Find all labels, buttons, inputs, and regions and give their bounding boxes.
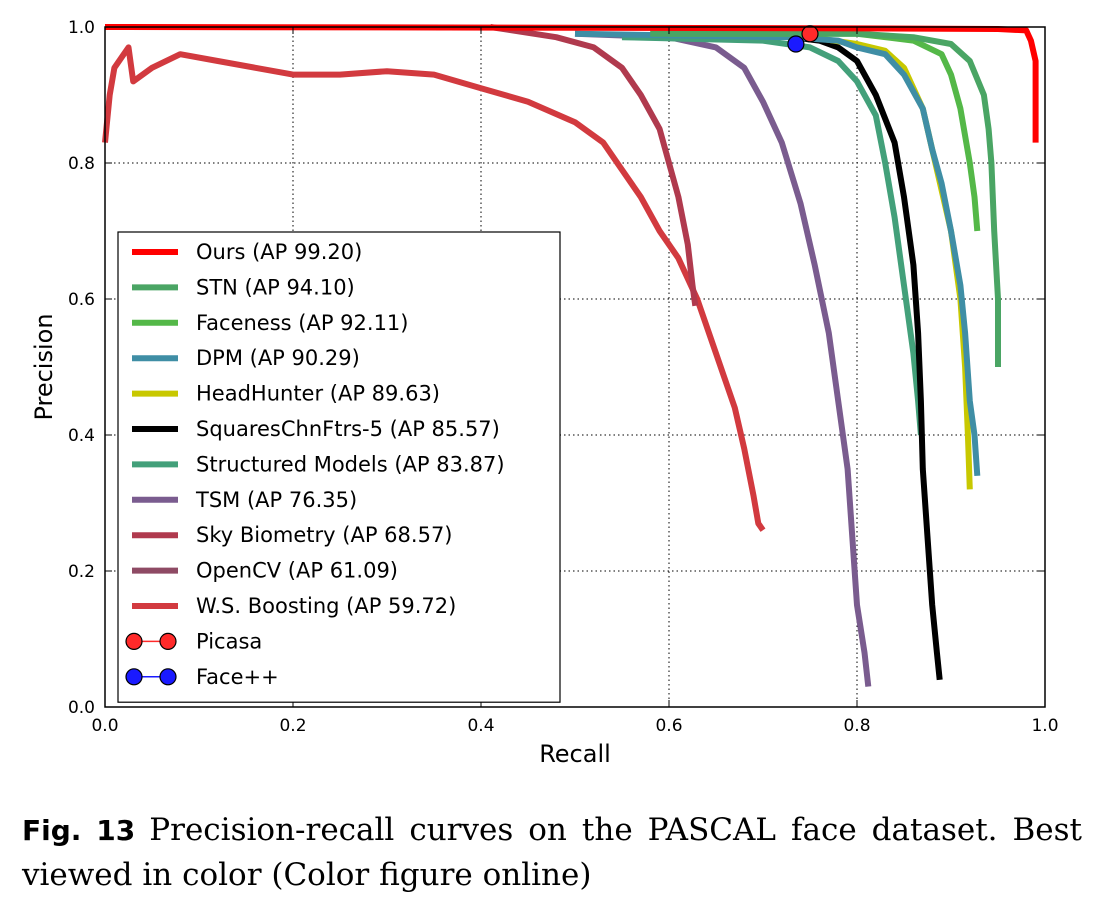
y-tick-label: 0.6 bbox=[68, 290, 95, 310]
figure-caption: Fig. 13 Precision-recall curves on the PA… bbox=[22, 808, 1082, 897]
series-line bbox=[574, 30, 872, 687]
legend-label: Faceness (AP 92.11) bbox=[196, 311, 408, 335]
legend-marker-point bbox=[125, 632, 143, 651]
x-tick-label: 0.0 bbox=[91, 716, 118, 736]
legend-label: DPM (AP 90.29) bbox=[196, 346, 360, 370]
series-line bbox=[102, 44, 766, 532]
y-tick-label: 0.0 bbox=[68, 698, 95, 718]
legend-label: Structured Models (AP 83.87) bbox=[196, 452, 505, 476]
y-tick-label: 1.0 bbox=[68, 18, 95, 38]
legend: Ours (AP 99.20) STN (AP 94.10) Faceness (A… bbox=[117, 231, 561, 703]
legend-marker-point bbox=[159, 632, 177, 651]
marker-point bbox=[801, 25, 819, 43]
legend-label: STN (AP 94.10) bbox=[196, 275, 355, 299]
x-tick-label: 1.0 bbox=[1031, 716, 1058, 736]
marker-point bbox=[787, 35, 805, 53]
figure-number: Fig. 13 bbox=[22, 814, 136, 847]
series-line bbox=[574, 30, 981, 477]
curves bbox=[102, 24, 1039, 687]
point-markers bbox=[787, 25, 819, 53]
legend-label: OpenCV (AP 61.09) bbox=[196, 559, 398, 583]
x-tick-label: 0.6 bbox=[655, 716, 682, 736]
series-line bbox=[489, 24, 699, 307]
legend-label: W.S. Boosting (AP 59.72) bbox=[196, 594, 456, 618]
legend-label: Ours (AP 99.20) bbox=[196, 240, 362, 264]
ticks: 0.0 0.2 0.4 0.6 0.8 1.0 0.0 0.2 0.4 0.6 0.8 1.0 bbox=[68, 18, 1059, 736]
y-axis-label: Precision bbox=[30, 313, 58, 420]
legend-label: Face++ bbox=[196, 665, 279, 689]
plot-frame bbox=[104, 26, 1046, 708]
y-tick-label: 0.2 bbox=[68, 562, 95, 582]
precision-recall-chart: 0.0 0.2 0.4 0.6 0.8 1.0 0.0 0.2 0.4 0.6 0.8 1.0 Rec… bbox=[30, 18, 1059, 768]
legend-marker-point bbox=[125, 668, 143, 686]
x-tick-label: 0.4 bbox=[467, 716, 494, 736]
legend-label: HeadHunter (AP 89.63) bbox=[196, 382, 440, 406]
legend-label: SquaresChnFtrs-5 (AP 85.57) bbox=[196, 417, 500, 441]
grid bbox=[105, 27, 1045, 707]
series-line bbox=[790, 34, 943, 681]
legend-label: Sky Biometry (AP 68.57) bbox=[196, 523, 453, 547]
legend-marker-point bbox=[159, 668, 177, 686]
series-line bbox=[104, 24, 1039, 143]
legend-box bbox=[117, 231, 561, 703]
legend-label: TSM (AP 76.35) bbox=[195, 488, 357, 512]
y-tick-label: 0.8 bbox=[68, 154, 95, 174]
caption-text: Precision-recall curves on the PASCAL fa… bbox=[22, 812, 1083, 893]
series-line bbox=[668, 30, 973, 490]
x-tick-label: 0.2 bbox=[279, 716, 306, 736]
x-axis-label: Recall bbox=[539, 740, 611, 768]
legend-label: Picasa bbox=[196, 629, 262, 653]
x-tick-label: 0.8 bbox=[843, 716, 870, 736]
y-tick-label: 0.4 bbox=[68, 426, 95, 446]
series-line bbox=[650, 30, 1001, 367]
